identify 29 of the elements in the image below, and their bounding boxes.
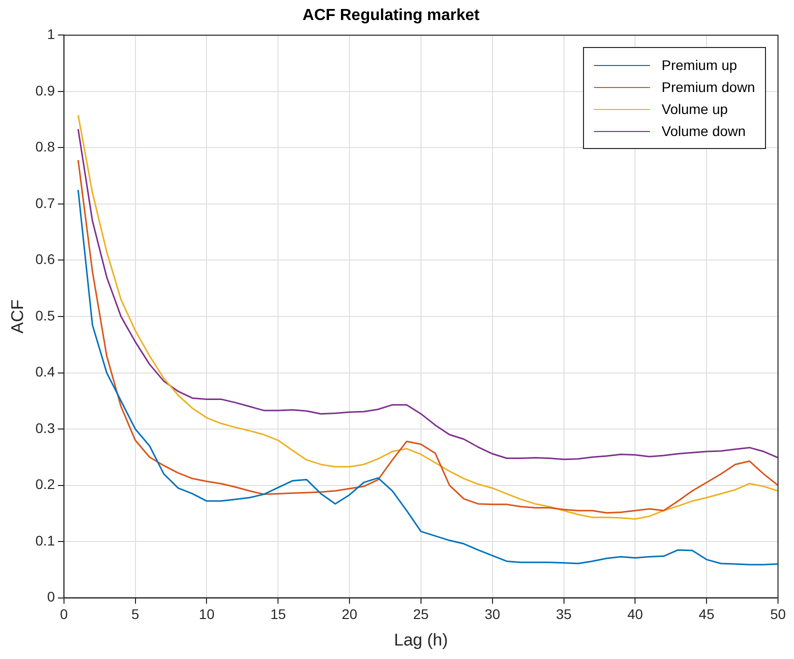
y-tick-label: 0.3 (35, 420, 56, 436)
legend-label: Volume up (662, 101, 728, 118)
y-tick-label: 0.4 (35, 364, 56, 380)
x-tick-label: 15 (270, 606, 286, 622)
x-tick-label: 25 (413, 606, 429, 622)
legend-label: Premium up (662, 57, 738, 74)
y-tick-label: 0.6 (35, 251, 56, 268)
x-tick-label: 5 (131, 606, 140, 622)
chart-title: ACF Regulating market (302, 7, 480, 24)
x-tick-label: 10 (198, 606, 215, 622)
x-tick-label: 50 (770, 606, 786, 622)
legend-label: Volume down (662, 123, 746, 140)
legend-label: Premium down (662, 79, 755, 96)
y-tick-label: 1 (47, 26, 56, 42)
y-tick-label: 0.8 (35, 138, 56, 155)
y-axis-title: ACF (8, 300, 27, 334)
y-tick-label: 0.9 (35, 82, 56, 98)
y-tick-label: 0.7 (35, 194, 56, 211)
x-tick-label: 30 (484, 606, 500, 622)
x-tick-label: 0 (60, 606, 68, 622)
x-tick-label: 35 (556, 606, 572, 622)
y-tick-label: 0 (47, 588, 56, 605)
y-tick-label: 0.2 (35, 476, 56, 492)
y-tick-label: 0.5 (35, 307, 56, 324)
x-tick-label: 40 (627, 606, 644, 622)
x-axis-title: Lag (h) (394, 630, 448, 650)
x-tick-label: 45 (698, 606, 715, 622)
x-tick-label: 20 (342, 606, 358, 622)
y-tick-label: 0.1 (35, 532, 56, 548)
